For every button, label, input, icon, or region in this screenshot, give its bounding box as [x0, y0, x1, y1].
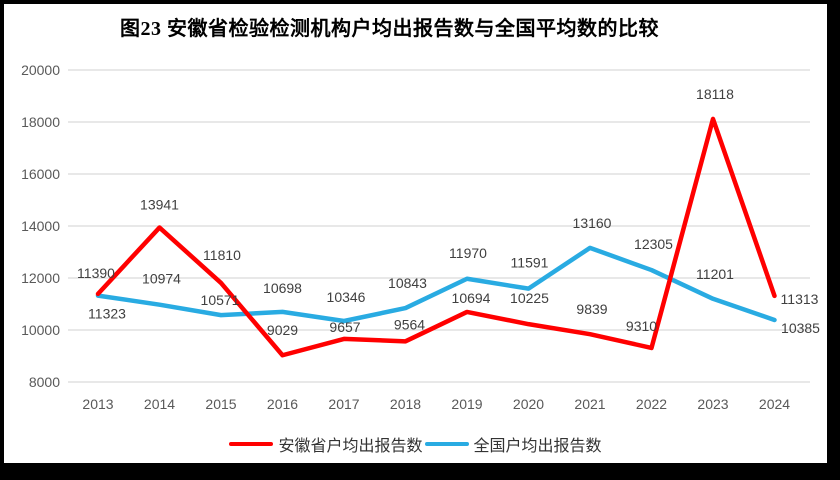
chart-legend: 安徽省户均出报告数 全国户均出报告数 — [4, 432, 827, 456]
anhui-data-label: 10694 — [452, 290, 491, 306]
anhui-line-swatch-icon — [229, 441, 274, 447]
national-data-label: 10843 — [388, 275, 427, 291]
x-tick-label: 2014 — [144, 396, 175, 412]
y-tick-label: 20000 — [21, 62, 60, 78]
national-data-label: 10974 — [142, 271, 181, 287]
y-tick-label: 14000 — [21, 218, 60, 234]
national-data-label: 10698 — [263, 280, 302, 296]
legend-item-national: 全国户均出报告数 — [424, 432, 602, 456]
national-data-label: 10571 — [201, 292, 240, 308]
national-data-label: 11201 — [696, 266, 734, 282]
gridlines — [68, 69, 810, 383]
national-line-swatch-icon — [424, 441, 469, 447]
x-tick-label: 2020 — [513, 396, 544, 412]
anhui-data-label: 9657 — [329, 319, 360, 335]
y-tick-label: 12000 — [21, 270, 60, 286]
anhui-series-line — [95, 116, 777, 358]
anhui-data-label: 13941 — [140, 197, 179, 213]
y-tick-label: 10000 — [21, 322, 60, 338]
anhui-data-label: 10225 — [510, 290, 549, 306]
anhui-data-label: 18118 — [696, 86, 734, 102]
x-tick-label: 2019 — [451, 396, 482, 412]
x-tick-label: 2024 — [759, 396, 790, 412]
x-tick-label: 2016 — [267, 396, 298, 412]
anhui-data-labels: 11390 13941 11810 9029 9657 9564 10694 10225 983… — [77, 86, 819, 338]
anhui-data-label: 11390 — [77, 265, 115, 281]
legend-item-anhui: 安徽省户均出报告数 — [229, 432, 423, 456]
anhui-data-label: 11313 — [781, 291, 819, 307]
national-data-label: 13160 — [573, 215, 612, 231]
national-data-label: 10385 — [781, 320, 820, 336]
x-tick-label: 2023 — [697, 396, 728, 412]
y-tick-label: 18000 — [21, 114, 60, 130]
x-tick-label: 2021 — [574, 396, 605, 412]
national-data-label: 11323 — [88, 306, 126, 322]
national-data-label: 12305 — [634, 236, 673, 252]
x-tick-label: 2017 — [328, 396, 359, 412]
y-tick-label: 16000 — [21, 166, 60, 182]
chart-canvas: 图23 安徽省检验检测机构户均出报告数与全国平均数的比较 8000 10000 12… — [4, 4, 827, 463]
x-tick-label: 2018 — [390, 396, 421, 412]
x-axis-labels: 2013 2014 2015 2016 2017 2018 2019 2020 2021 2022… — [82, 396, 790, 412]
legend-label-national: 全国户均出报告数 — [473, 438, 602, 455]
national-data-labels: 11323 10974 10571 10698 10346 10843 11970 11591… — [88, 215, 820, 336]
legend-label-anhui: 安徽省户均出报告数 — [278, 438, 423, 455]
national-data-label: 11591 — [511, 255, 549, 271]
national-data-label: 10346 — [327, 289, 366, 305]
y-tick-label: 8000 — [29, 374, 60, 390]
national-series-line — [95, 245, 777, 324]
anhui-data-label: 9310 — [626, 318, 657, 334]
anhui-data-label: 11810 — [203, 247, 241, 263]
national-data-label: 11970 — [449, 245, 487, 261]
anhui-data-label: 9839 — [576, 301, 607, 317]
x-tick-label: 2013 — [82, 396, 113, 412]
anhui-data-label: 9564 — [394, 316, 425, 332]
x-tick-label: 2022 — [636, 396, 667, 412]
chart-title: 图23 安徽省检验检测机构户均出报告数与全国平均数的比较 — [120, 18, 659, 40]
x-tick-label: 2015 — [205, 396, 236, 412]
y-axis-labels: 8000 10000 12000 14000 16000 18000 20000 — [21, 62, 60, 390]
anhui-data-label: 9029 — [267, 322, 298, 338]
